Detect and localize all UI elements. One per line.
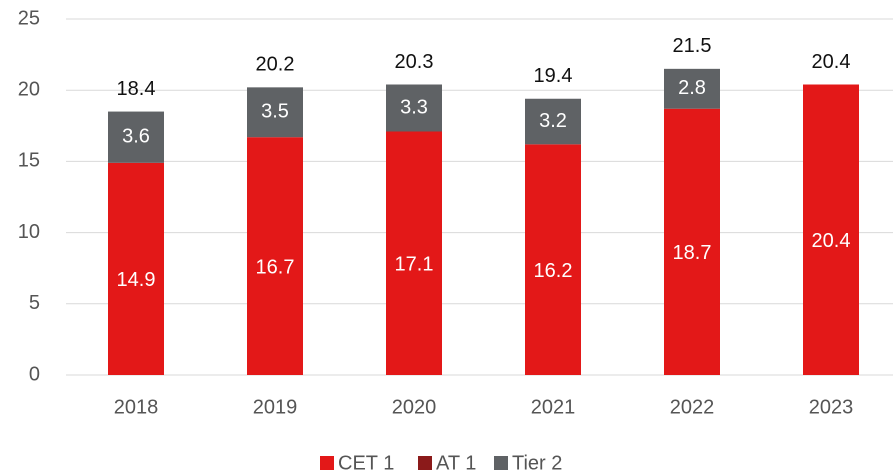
bar-segment xyxy=(247,87,303,138)
value-label: 16.7 xyxy=(256,256,295,278)
value-label: 2.8 xyxy=(678,77,706,99)
bar-segment xyxy=(386,84,442,132)
legend-label: Tier 2 xyxy=(512,452,562,474)
bar-segment xyxy=(525,144,581,375)
legend-label: AT 1 xyxy=(436,452,476,474)
value-label: 14.9 xyxy=(117,269,156,291)
total-label: 21.5 xyxy=(673,35,712,57)
legend-swatch xyxy=(418,456,432,470)
legend-swatch xyxy=(320,456,334,470)
x-tick-label: 2019 xyxy=(253,396,298,418)
y-tick-label: 10 xyxy=(18,221,40,243)
x-tick-label: 2022 xyxy=(670,396,715,418)
value-label: 20.4 xyxy=(812,230,851,252)
total-label: 18.4 xyxy=(117,78,156,100)
bar-segment xyxy=(664,68,720,109)
bar-segment xyxy=(247,137,303,375)
x-tick-label: 2020 xyxy=(392,396,437,418)
legend-swatch xyxy=(494,456,508,470)
bar-segment xyxy=(108,111,164,163)
y-tick-label: 0 xyxy=(29,363,40,385)
value-label: 3.3 xyxy=(400,96,428,118)
x-tick-label: 2023 xyxy=(809,396,854,418)
bar-segment xyxy=(386,131,442,375)
y-tick-label: 15 xyxy=(18,150,40,172)
bar-segment xyxy=(525,98,581,145)
y-tick-label: 25 xyxy=(18,7,40,29)
value-label: 17.1 xyxy=(395,254,434,276)
value-label: 3.2 xyxy=(539,110,567,132)
bar-segment xyxy=(803,84,859,375)
total-label: 20.3 xyxy=(395,51,434,73)
x-tick-label: 2018 xyxy=(114,396,159,418)
y-tick-label: 20 xyxy=(18,78,40,100)
value-label: 18.7 xyxy=(673,242,712,264)
value-label: 3.6 xyxy=(122,125,150,147)
x-tick-label: 2021 xyxy=(531,396,576,418)
value-label: 16.2 xyxy=(534,260,573,282)
total-label: 20.2 xyxy=(256,54,295,76)
bar-segment xyxy=(108,162,164,375)
total-label: 20.4 xyxy=(812,51,851,73)
y-tick-label: 5 xyxy=(29,292,40,314)
bar-segment xyxy=(664,108,720,375)
total-label: 19.4 xyxy=(534,65,573,87)
value-label: 3.5 xyxy=(261,101,289,123)
legend-label: CET 1 xyxy=(338,452,394,474)
